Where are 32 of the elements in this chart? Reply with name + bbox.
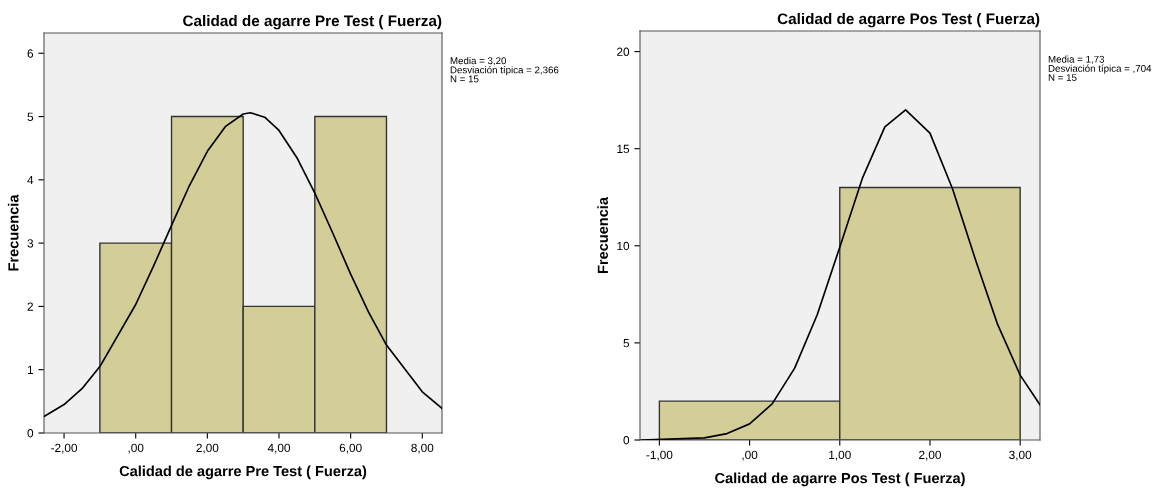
y-tick-label: 5	[27, 112, 34, 121]
x-tick-label: ,00	[742, 450, 758, 461]
y-tick-label: 5	[623, 339, 630, 348]
y-tick-label: 10	[617, 241, 630, 251]
line-series	[44, 111, 442, 418]
chart-title: Calidad de agarre Pre Test ( Fuerza)	[183, 14, 442, 30]
x-axis-title: Calidad de agarre Pre Test ( Fuerza)	[119, 465, 367, 480]
x-tick-label: 1,00	[829, 450, 851, 461]
x-tick-label: 8,00	[411, 443, 434, 454]
text: Media = 3,20 Desviación típica = 2,366 N = 15	[450, 57, 559, 83]
x-axis-title: Calidad de agarre Pos Test ( Fuerza)	[715, 472, 965, 487]
x-tick-label: 2,00	[196, 443, 219, 454]
y-tick-label: 6	[27, 49, 34, 58]
x-tick-label: ,00	[128, 443, 144, 454]
chart-title: Calidad de agarre Pos Test ( Fuerza)	[777, 12, 1040, 28]
y-axis-title: Frecuencia	[597, 196, 609, 274]
y-axis-title: Frecuencia	[7, 194, 19, 271]
text: Media = 1,73 Desviación típica = ,704 N = 15	[1048, 55, 1152, 81]
x-tick-label: -1,00	[646, 450, 673, 461]
x-tick-label: 2,00	[919, 450, 941, 461]
y-tick-label: 4	[27, 175, 34, 185]
y-tick-label: 0	[623, 436, 630, 445]
y-tick-label: 0	[27, 429, 34, 438]
y-tick-label: 20	[617, 47, 630, 56]
y-tick-label: 3	[27, 239, 34, 248]
y-tick-label: 2	[27, 302, 33, 311]
y-tick-label: 1	[27, 365, 34, 374]
y-tick-label: 15	[617, 144, 630, 154]
x-tick-label: 4,00	[267, 443, 291, 454]
x-tick-label: 3,00	[1009, 450, 1032, 461]
x-tick-label: -2,00	[51, 443, 78, 454]
x-tick-label: 6,00	[339, 443, 362, 454]
